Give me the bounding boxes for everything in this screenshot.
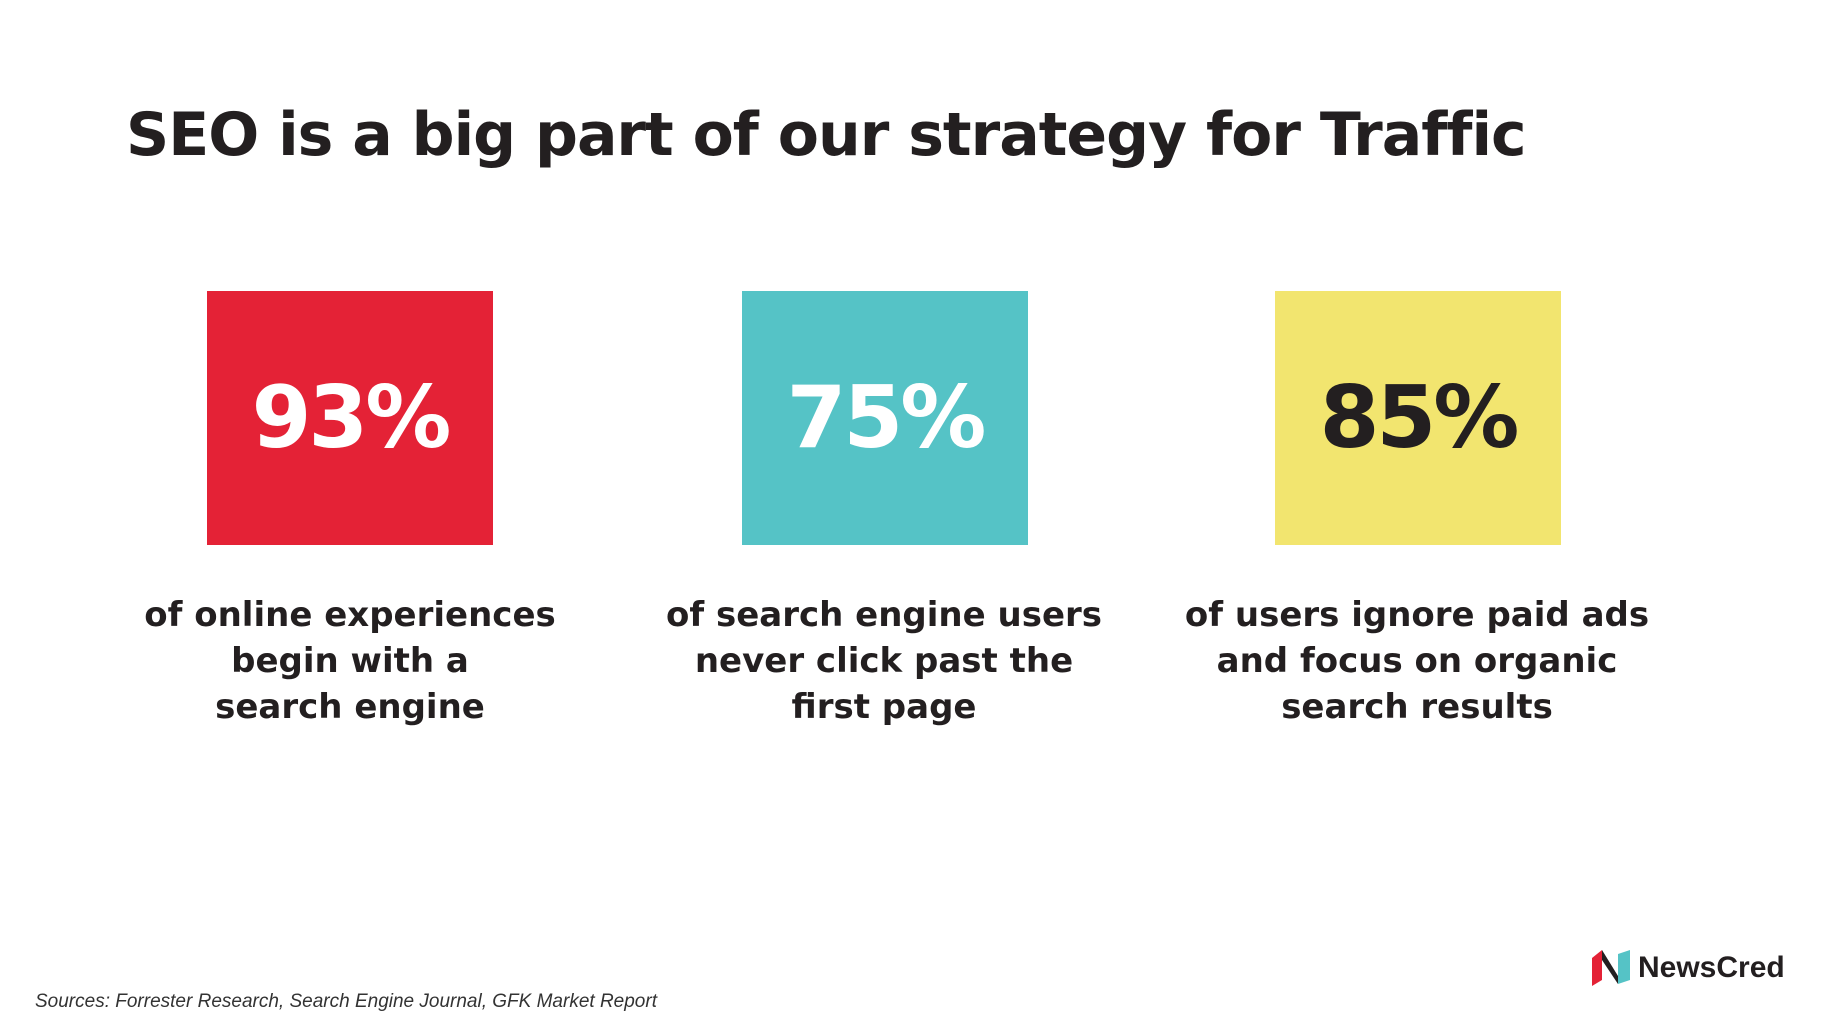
sources: Sources: Forrester Research, Search Engi… (35, 991, 657, 1012)
text-line: search results (1281, 687, 1553, 727)
text-line: of search engine users (665, 595, 1103, 635)
logo: NewsCred (1592, 950, 1785, 986)
title: SEO is a big part of our strategy for Tr… (126, 100, 1527, 170)
stat-description: of online experiences begin with a searc… (90, 592, 610, 730)
text-line: begin with a (231, 641, 469, 681)
stat-box: 85% (1275, 291, 1561, 545)
stat-description: of search engine users never click past … (624, 592, 1144, 730)
text-line: and focus on organic (1216, 641, 1618, 681)
text-line: of users ignore paid ads (1184, 595, 1650, 635)
text-line: search engine (215, 687, 485, 727)
stat-box: 75% (742, 291, 1028, 545)
text-line: first page (791, 687, 977, 727)
logo-icon (1592, 950, 1630, 986)
text-line: never click past the (694, 641, 1074, 681)
stat-box: 93% (207, 291, 493, 545)
stat-description: of users ignore paid ads and focus on or… (1157, 592, 1677, 730)
logo-text: NewsCred (1638, 951, 1785, 984)
text-line: of online experiences (144, 595, 556, 635)
